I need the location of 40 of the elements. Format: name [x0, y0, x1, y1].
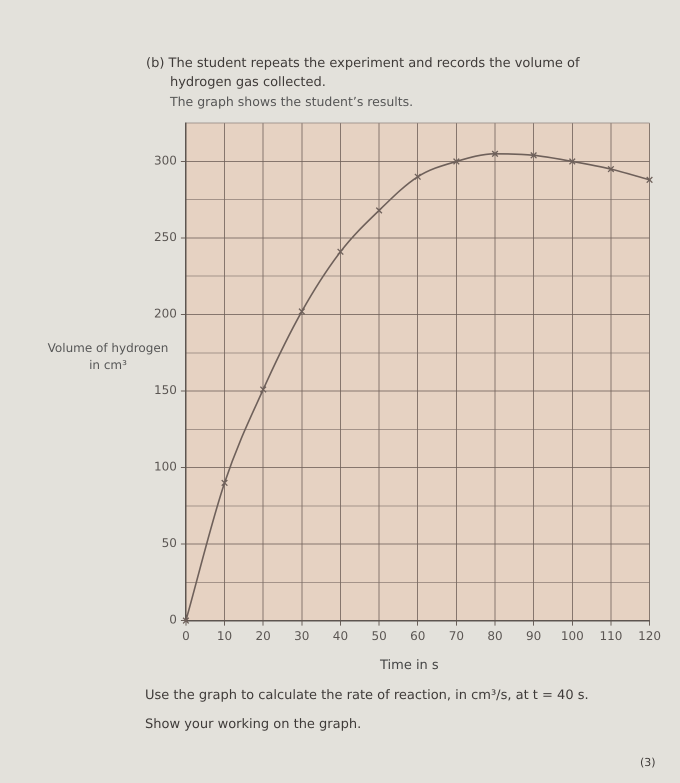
point: [336, 248, 344, 256]
point: [221, 479, 228, 486]
chart-subtitle: The graph shows the student’s results.: [170, 94, 414, 109]
x-tick-label: 110: [599, 628, 622, 643]
point: [376, 206, 383, 214]
x-tick-label: 50: [371, 628, 387, 643]
x-tick-label: 120: [638, 628, 661, 643]
y-tick-label: 300: [154, 154, 177, 168]
chart-title: (b) The student repeats the experiment and records the volume of hydrogen gas collected.: [146, 55, 581, 92]
text: Use the graph to calculate the rate of reaction, in cm³/s, at t = 40 s.: [145, 688, 589, 703]
text: (3): [640, 756, 656, 769]
y-tick-label: 50: [162, 536, 177, 550]
x-axis-title: Time in s: [380, 658, 439, 673]
x-tick-label: 40: [332, 628, 348, 643]
x-tick-label: 60: [410, 628, 426, 643]
x-tick-label: 20: [256, 628, 271, 643]
point: [492, 150, 498, 158]
y-tick-label: 100: [154, 460, 177, 474]
point: [182, 617, 190, 624]
point: [607, 166, 614, 173]
point: [646, 176, 654, 184]
y-tick-label: 200: [154, 306, 177, 321]
x-tick-label: 0: [182, 628, 190, 643]
x-tick-label: 10: [216, 628, 232, 643]
point: [530, 152, 538, 159]
x-tick-label: 90: [526, 628, 542, 643]
x-tick-label: 100: [560, 628, 584, 643]
point: [260, 386, 267, 393]
x-tick-label: 30: [294, 628, 310, 643]
point: [298, 308, 306, 315]
point: [568, 158, 576, 165]
text: Show your working on the graph.: [145, 717, 362, 732]
y-axis-title: Volume of hydrogen in cm³: [46, 340, 170, 374]
y-tick-label: 250: [154, 230, 177, 244]
y-tick-label: 0: [169, 612, 177, 627]
x-tick-label: 70: [448, 628, 464, 643]
y-tick-label: 150: [154, 383, 177, 398]
point: [452, 158, 460, 165]
point: [414, 173, 422, 180]
x-tick-label: 80: [487, 628, 503, 643]
